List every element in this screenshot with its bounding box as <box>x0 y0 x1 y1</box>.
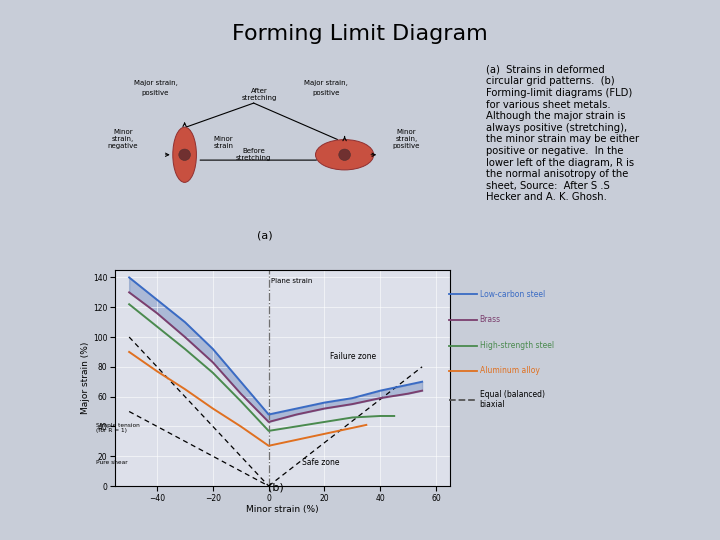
Text: (a): (a) <box>257 231 273 241</box>
Y-axis label: Major strain (%): Major strain (%) <box>81 342 90 414</box>
Text: Forming Limit Diagram: Forming Limit Diagram <box>232 24 488 44</box>
X-axis label: Minor strain (%): Minor strain (%) <box>246 505 319 515</box>
Text: After
stretching: After stretching <box>241 89 276 102</box>
Text: Minor
strain,
positive: Minor strain, positive <box>392 129 420 148</box>
Text: positive: positive <box>312 90 340 96</box>
Text: Minor
strain,
negative: Minor strain, negative <box>107 129 138 148</box>
Ellipse shape <box>339 149 351 160</box>
Text: Low-carbon steel: Low-carbon steel <box>480 290 545 299</box>
Text: (a)  Strains in deformed
circular grid patterns.  (b)
Forming-limit diagrams (FL: (a) Strains in deformed circular grid pa… <box>486 65 639 202</box>
Text: Minor
strain: Minor strain <box>214 136 234 148</box>
Text: Pure shear: Pure shear <box>96 460 127 464</box>
Text: Major strain,: Major strain, <box>305 80 348 86</box>
Text: Major strain,: Major strain, <box>134 80 177 86</box>
Text: High-strength steel: High-strength steel <box>480 341 554 350</box>
Text: Failure zone: Failure zone <box>330 353 376 361</box>
Text: Equal (balanced)
biaxial: Equal (balanced) biaxial <box>480 390 544 409</box>
Text: Aluminum alloy: Aluminum alloy <box>480 367 539 375</box>
Ellipse shape <box>173 127 197 183</box>
Text: positive: positive <box>142 90 169 96</box>
Ellipse shape <box>179 149 190 160</box>
Text: Plane strain: Plane strain <box>271 279 312 285</box>
Text: (b): (b) <box>268 482 284 492</box>
Text: Safe zone: Safe zone <box>302 458 340 467</box>
Ellipse shape <box>315 140 374 170</box>
Text: Before
stretching: Before stretching <box>236 148 271 161</box>
Text: Simple tension
(for R = 1): Simple tension (for R = 1) <box>96 423 140 434</box>
Text: Brass: Brass <box>480 315 500 324</box>
